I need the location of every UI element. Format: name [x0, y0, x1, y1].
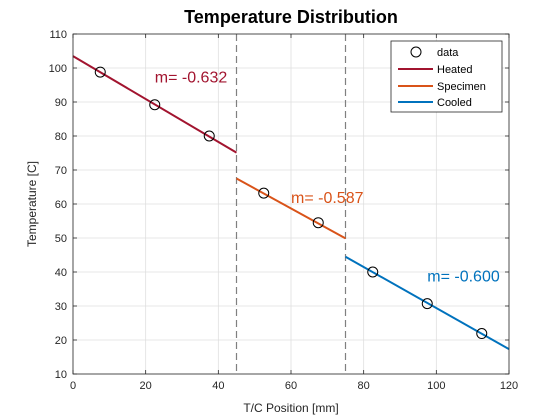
data-point [421, 298, 433, 310]
y-axis-ticks: 10 20 30 40 50 60 70 80 90 100 110 [49, 29, 509, 381]
y-axis-label: Temperature [C] [25, 161, 39, 247]
x-tick-label: 20 [140, 380, 152, 392]
data-point [312, 217, 324, 229]
fit-line-heated [72, 55, 238, 154]
x-axis-label: T/C Position [mm] [243, 401, 338, 415]
data-point [203, 130, 215, 142]
y-tick-label: 10 [55, 369, 67, 381]
x-tick-label: 100 [427, 380, 445, 392]
y-tick-label: 30 [55, 301, 67, 313]
data-point [149, 99, 161, 111]
slope-annotation-specimen: m= -0.587 [291, 190, 364, 207]
y-tick-label: 50 [55, 233, 67, 245]
fit-line-cooled [345, 255, 510, 351]
data-point [476, 328, 488, 340]
data-point [94, 66, 106, 78]
x-axis-ticks: 0 20 40 60 80 100 120 [70, 34, 518, 392]
fit-line-specimen [236, 177, 346, 240]
legend-label-heated: Heated [437, 64, 472, 76]
legend-marker-data [410, 46, 422, 58]
legend-box [390, 40, 503, 113]
y-tick-label: 110 [49, 29, 67, 41]
x-tick-label: 60 [285, 380, 297, 392]
legend: data Heated Specimen Cooled [390, 40, 503, 113]
y-tick-label: 20 [55, 335, 67, 347]
x-tick-label: 120 [500, 380, 518, 392]
y-tick-label: 70 [55, 165, 67, 177]
slope-annotation-cooled: m= -0.600 [427, 268, 500, 285]
fit-lines [72, 55, 510, 351]
slope-annotations: m= -0.632 m= -0.587 m= -0.600 [155, 70, 500, 286]
data-points [94, 66, 488, 340]
legend-label-specimen: Specimen [437, 81, 486, 93]
y-tick-label: 80 [55, 131, 67, 143]
data-point [258, 187, 270, 199]
data-point [367, 266, 379, 278]
x-tick-label: 0 [70, 380, 76, 392]
y-tick-label: 60 [55, 199, 67, 211]
slope-annotation-heated: m= -0.632 [155, 70, 228, 87]
legend-label-data: data [437, 47, 459, 59]
y-tick-label: 40 [55, 267, 67, 279]
y-tick-label: 90 [55, 97, 67, 109]
legend-label-cooled: Cooled [437, 97, 472, 109]
region-dividers [235, 34, 347, 374]
chart-title: Temperature Distribution [184, 7, 398, 27]
x-tick-label: 40 [212, 380, 224, 392]
y-tick-label: 100 [49, 63, 67, 75]
x-tick-label: 80 [358, 380, 370, 392]
